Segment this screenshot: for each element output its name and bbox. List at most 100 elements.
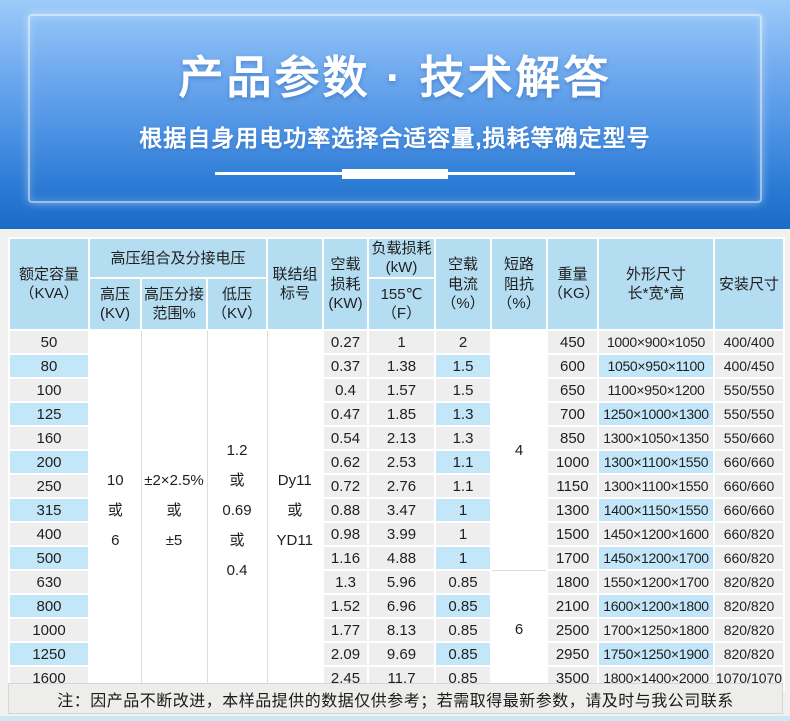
cell-kva: 1000 <box>8 617 90 644</box>
header-load-loss: 负载损耗 (kW) <box>367 236 436 280</box>
cell-impedance-merged: 4 <box>490 329 548 571</box>
cell-no-load-current: 0.85 <box>434 593 492 620</box>
note-text: 注：因产品不断改进，本样品提供的数据仅供参考；若需取得最新参数，请及时与我公司联… <box>57 692 734 710</box>
cell-load-loss: 1.38 <box>367 353 436 380</box>
cell-dimensions: 1000×900×1050 <box>597 329 715 356</box>
cell-install: 820/820 <box>713 617 785 644</box>
cell-weight: 650 <box>546 377 599 404</box>
header-install: 安装尺寸 <box>713 236 785 332</box>
cell-weight: 600 <box>546 353 599 380</box>
cell-weight: 1150 <box>546 473 599 500</box>
table-row: 50 10 或 6 ±2×2.5% 或 ±5 1.2 或 0.69 或 0.4 Dy11… <box>8 329 785 691</box>
cell-no-load-current: 1 <box>434 545 492 572</box>
cell-dimensions: 1050×950×1100 <box>597 353 715 380</box>
spec-table: 额定容量 （KVA） 高压组合及分接电压 联结组 标号 空载 损耗 (KW) 负… <box>8 236 785 692</box>
banner-content: 产品参数 · 技术解答 根据自身用电功率选择合适容量,损耗等确定型号 <box>0 0 790 179</box>
table-row: 315 0.88 3.47 1 1300 1400×1150×1550 660/660 <box>8 497 785 524</box>
cell-no-load-loss: 1.3 <box>322 569 369 596</box>
table-row: 800 1.52 6.96 0.85 2100 1600×1200×1800 820/820 <box>8 593 785 620</box>
cell-install: 400/400 <box>713 329 785 356</box>
table-row: 80 0.37 1.38 1.5 600 1050×950×1100 400/450 <box>8 353 785 380</box>
cell-kva: 50 <box>8 329 90 356</box>
cell-vector-group-merged: Dy11 或 YD11 <box>266 329 324 691</box>
cell-no-load-current: 2 <box>434 329 492 356</box>
cell-dimensions: 1450×1200×1700 <box>597 545 715 572</box>
cell-no-load-loss: 1.77 <box>322 617 369 644</box>
table-row: 630 1.3 5.96 0.85 6 1800 1550×1200×1700 820/820 <box>8 569 785 691</box>
cell-load-loss: 6.96 <box>367 593 436 620</box>
cell-no-load-loss: 0.47 <box>322 401 369 428</box>
cell-tap-range-merged: ±2×2.5% 或 ±5 <box>140 329 208 691</box>
header-impedance: 短路 阻抗 （%） <box>490 236 548 332</box>
cell-weight: 2100 <box>546 593 599 620</box>
cell-dimensions: 1550×1200×1700 <box>597 569 715 596</box>
cell-lv-merged: 1.2 或 0.69 或 0.4 <box>206 329 268 691</box>
note-bar: 注：因产品不断改进，本样品提供的数据仅供参考；若需取得最新参数，请及时与我公司联… <box>8 683 783 714</box>
cell-no-load-current: 1.3 <box>434 425 492 452</box>
cell-no-load-loss: 0.37 <box>322 353 369 380</box>
cell-weight: 2500 <box>546 617 599 644</box>
cell-dimensions: 1700×1250×1800 <box>597 617 715 644</box>
cell-no-load-current: 1.5 <box>434 353 492 380</box>
cell-load-loss: 1.57 <box>367 377 436 404</box>
cell-install: 660/660 <box>713 449 785 476</box>
banner: 产品参数 · 技术解答 根据自身用电功率选择合适容量,损耗等确定型号 <box>0 0 790 229</box>
cell-no-load-loss: 0.4 <box>322 377 369 404</box>
cell-load-loss: 2.53 <box>367 449 436 476</box>
cell-hv-merged: 10 或 6 <box>88 329 142 691</box>
cell-load-loss: 2.76 <box>367 473 436 500</box>
cell-install: 660/820 <box>713 545 785 572</box>
header-hv-group: 高压组合及分接电压 <box>88 236 268 280</box>
header-capacity: 额定容量 （KVA） <box>8 236 90 332</box>
header-weight: 重量 （KG） <box>546 236 599 332</box>
cell-kva: 400 <box>8 521 90 548</box>
cell-weight: 850 <box>546 425 599 452</box>
cell-load-loss: 1 <box>367 329 436 356</box>
cell-no-load-loss: 0.98 <box>322 521 369 548</box>
spec-table-wrap: 额定容量 （KVA） 高压组合及分接电压 联结组 标号 空载 损耗 (KW) 负… <box>8 236 785 692</box>
cell-kva: 100 <box>8 377 90 404</box>
table-row: 200 0.62 2.53 1.1 1000 1300×1100×1550 660/660 <box>8 449 785 476</box>
header-hv: 高压 (KV) <box>88 277 142 332</box>
cell-kva: 125 <box>8 401 90 428</box>
table-row: 400 0.98 3.99 1 1500 1450×1200×1600 660/820 <box>8 521 785 548</box>
cell-no-load-loss: 0.72 <box>322 473 369 500</box>
cell-weight: 1300 <box>546 497 599 524</box>
cell-no-load-current: 1 <box>434 497 492 524</box>
header-tap-range: 高压分接 范围% <box>140 277 208 332</box>
table-row: 500 1.16 4.88 1 1700 1450×1200×1700 660/820 <box>8 545 785 572</box>
cell-dimensions: 1750×1250×1900 <box>597 641 715 668</box>
cell-weight: 1800 <box>546 569 599 596</box>
cell-load-loss: 3.99 <box>367 521 436 548</box>
cell-no-load-loss: 0.27 <box>322 329 369 356</box>
cell-no-load-loss: 1.16 <box>322 545 369 572</box>
cell-no-load-current: 0.85 <box>434 617 492 644</box>
cell-install: 820/820 <box>713 641 785 668</box>
table-header: 额定容量 （KVA） 高压组合及分接电压 联结组 标号 空载 损耗 (KW) 负… <box>8 236 785 332</box>
cell-no-load-current: 1.3 <box>434 401 492 428</box>
page-title: 产品参数 · 技术解答 <box>178 52 612 103</box>
cell-weight: 700 <box>546 401 599 428</box>
cell-dimensions: 1400×1150×1550 <box>597 497 715 524</box>
cell-kva: 800 <box>8 593 90 620</box>
cell-weight: 1500 <box>546 521 599 548</box>
table-row: 125 0.47 1.85 1.3 700 1250×1000×1300 550/550 <box>8 401 785 428</box>
cell-load-loss: 4.88 <box>367 545 436 572</box>
cell-no-load-current: 0.85 <box>434 569 492 596</box>
cell-dimensions: 1450×1200×1600 <box>597 521 715 548</box>
cell-install: 820/820 <box>713 569 785 596</box>
header-load-loss-temp: 155℃ （F） <box>367 277 436 332</box>
banner-divider-line <box>215 168 575 179</box>
cell-load-loss: 3.47 <box>367 497 436 524</box>
cell-dimensions: 1300×1100×1550 <box>597 473 715 500</box>
cell-load-loss: 8.13 <box>367 617 436 644</box>
cell-load-loss: 9.69 <box>367 641 436 668</box>
cell-dimensions: 1250×1000×1300 <box>597 401 715 428</box>
cell-install: 660/660 <box>713 497 785 524</box>
cell-no-load-loss: 0.88 <box>322 497 369 524</box>
cell-kva: 80 <box>8 353 90 380</box>
divider-thick-segment <box>342 168 448 179</box>
header-dimensions: 外形尺寸 长*宽*高 <box>597 236 715 332</box>
header-no-load-loss: 空载 损耗 (KW) <box>322 236 369 332</box>
